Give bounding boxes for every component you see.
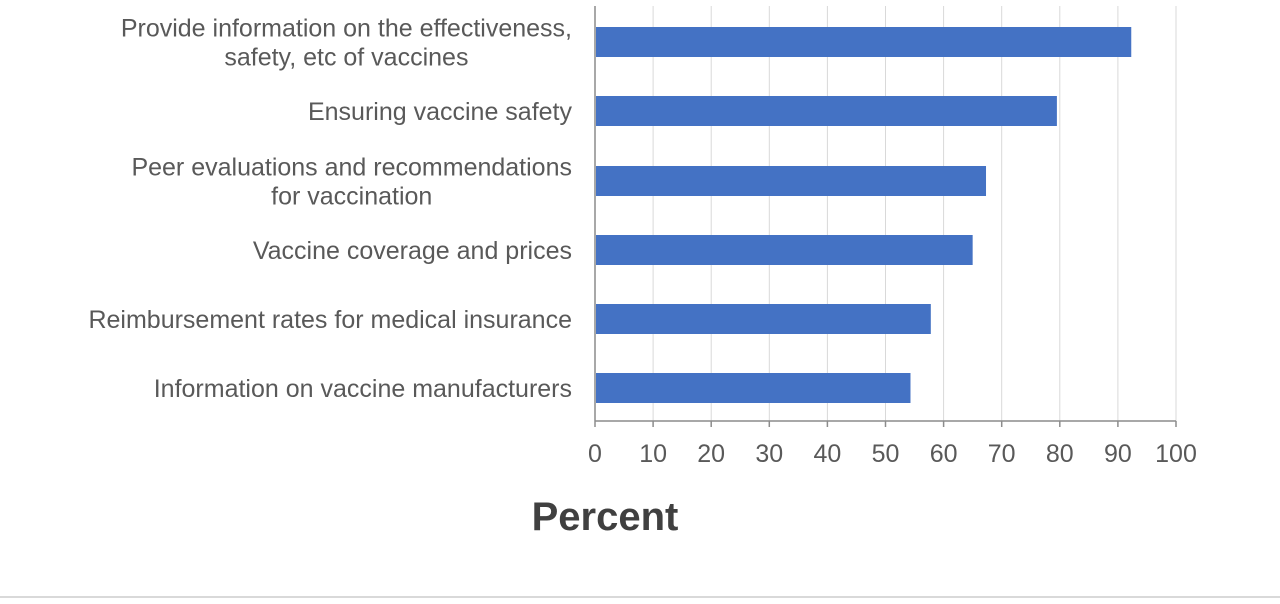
category-label: Peer evaluations and recommendations <box>131 154 572 182</box>
gridlines <box>652 6 1177 421</box>
category-label: for vaccination <box>271 183 432 211</box>
x-tick-label: 60 <box>930 440 958 468</box>
x-tick-label: 50 <box>872 440 900 468</box>
x-tick-label: 20 <box>697 440 725 468</box>
x-tick-label: 30 <box>755 440 783 468</box>
x-tick-label: 100 <box>1155 440 1197 468</box>
x-tick-label: 10 <box>639 440 667 468</box>
category-label: safety, etc of vaccines <box>224 44 468 72</box>
category-label: Provide information on the effectiveness… <box>121 15 572 43</box>
x-tick-label: 90 <box>1104 440 1132 468</box>
x-tick-label: 80 <box>1046 440 1074 468</box>
x-tick-label: 70 <box>988 440 1016 468</box>
bar <box>596 27 1132 57</box>
x-tick-label: 40 <box>813 440 841 468</box>
bar <box>596 304 931 334</box>
bar <box>596 166 987 196</box>
bar <box>596 96 1057 126</box>
category-labels: Provide information on the effectiveness… <box>88 15 572 404</box>
x-axis-title: Percent <box>532 495 679 539</box>
category-label: Vaccine coverage and prices <box>253 237 572 265</box>
bars <box>596 27 1132 403</box>
category-label: Information on vaccine manufacturers <box>154 375 572 403</box>
x-tick-label: 0 <box>588 440 602 468</box>
x-axis: 0 10 20 30 40 50 60 70 80 90 100 <box>588 6 1197 468</box>
category-label: Ensuring vaccine safety <box>308 98 573 126</box>
bar <box>596 373 911 403</box>
category-label: Reimbursement rates for medical insuranc… <box>88 306 572 334</box>
bar <box>596 235 973 265</box>
